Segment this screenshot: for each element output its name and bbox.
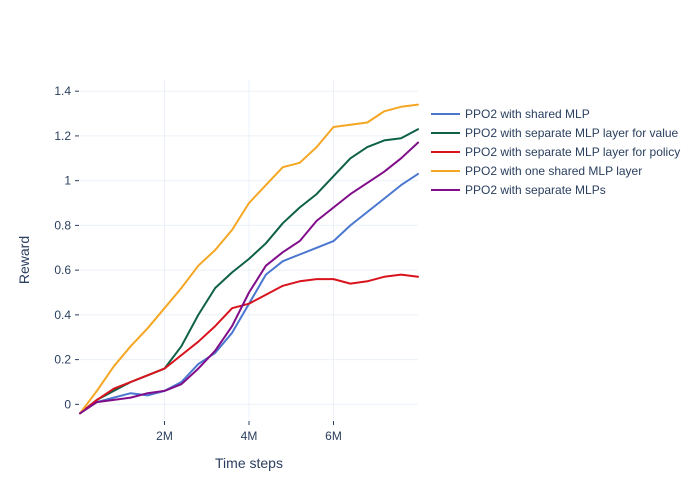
legend-item[interactable]: PPO2 with separate MLP layer for policy — [431, 145, 680, 159]
y-tick-label: 0.8 — [54, 218, 71, 232]
series-line-4 — [79, 103, 419, 415]
plot-area — [79, 103, 419, 415]
series-line-3 — [79, 273, 419, 415]
legend-item[interactable]: PPO2 with shared MLP — [431, 107, 590, 121]
legend[interactable]: PPO2 with shared MLP PPO2 with separate M… — [431, 107, 680, 197]
x-tick-label: 4M — [241, 429, 258, 443]
x-tick-label: 6M — [325, 429, 342, 443]
legend-item[interactable]: PPO2 with separate MLPs — [431, 183, 606, 197]
y-tick-label: 1 — [64, 174, 71, 188]
x-axis-title: Time steps — [215, 455, 283, 471]
y-tick-label: 0.4 — [54, 308, 71, 322]
y-axis-title: Reward — [16, 236, 32, 284]
legend-label: PPO2 with separate MLPs — [465, 183, 606, 197]
x-tick-label: 2M — [156, 429, 173, 443]
x-axis: 2M 4M 6M — [156, 421, 342, 443]
gridlines — [80, 80, 418, 420]
y-tick-label: 1.4 — [54, 84, 71, 98]
series-line-5 — [79, 141, 419, 415]
y-tick-label: 0.2 — [54, 353, 71, 367]
legend-label: PPO2 with one shared MLP layer — [465, 164, 642, 178]
y-tick-label: 0.6 — [54, 263, 71, 277]
legend-item[interactable]: PPO2 with separate MLP layer for value — [431, 126, 679, 140]
legend-label: PPO2 with separate MLP layer for value — [465, 126, 679, 140]
legend-label: PPO2 with separate MLP layer for policy — [465, 145, 680, 159]
y-axis: 0 0.2 0.4 0.6 0.8 1 1.2 1.4 — [54, 84, 79, 411]
y-tick-label: 0 — [64, 397, 71, 411]
y-tick-label: 1.2 — [54, 129, 71, 143]
legend-label: PPO2 with shared MLP — [465, 107, 590, 121]
legend-item[interactable]: PPO2 with one shared MLP layer — [431, 164, 642, 178]
